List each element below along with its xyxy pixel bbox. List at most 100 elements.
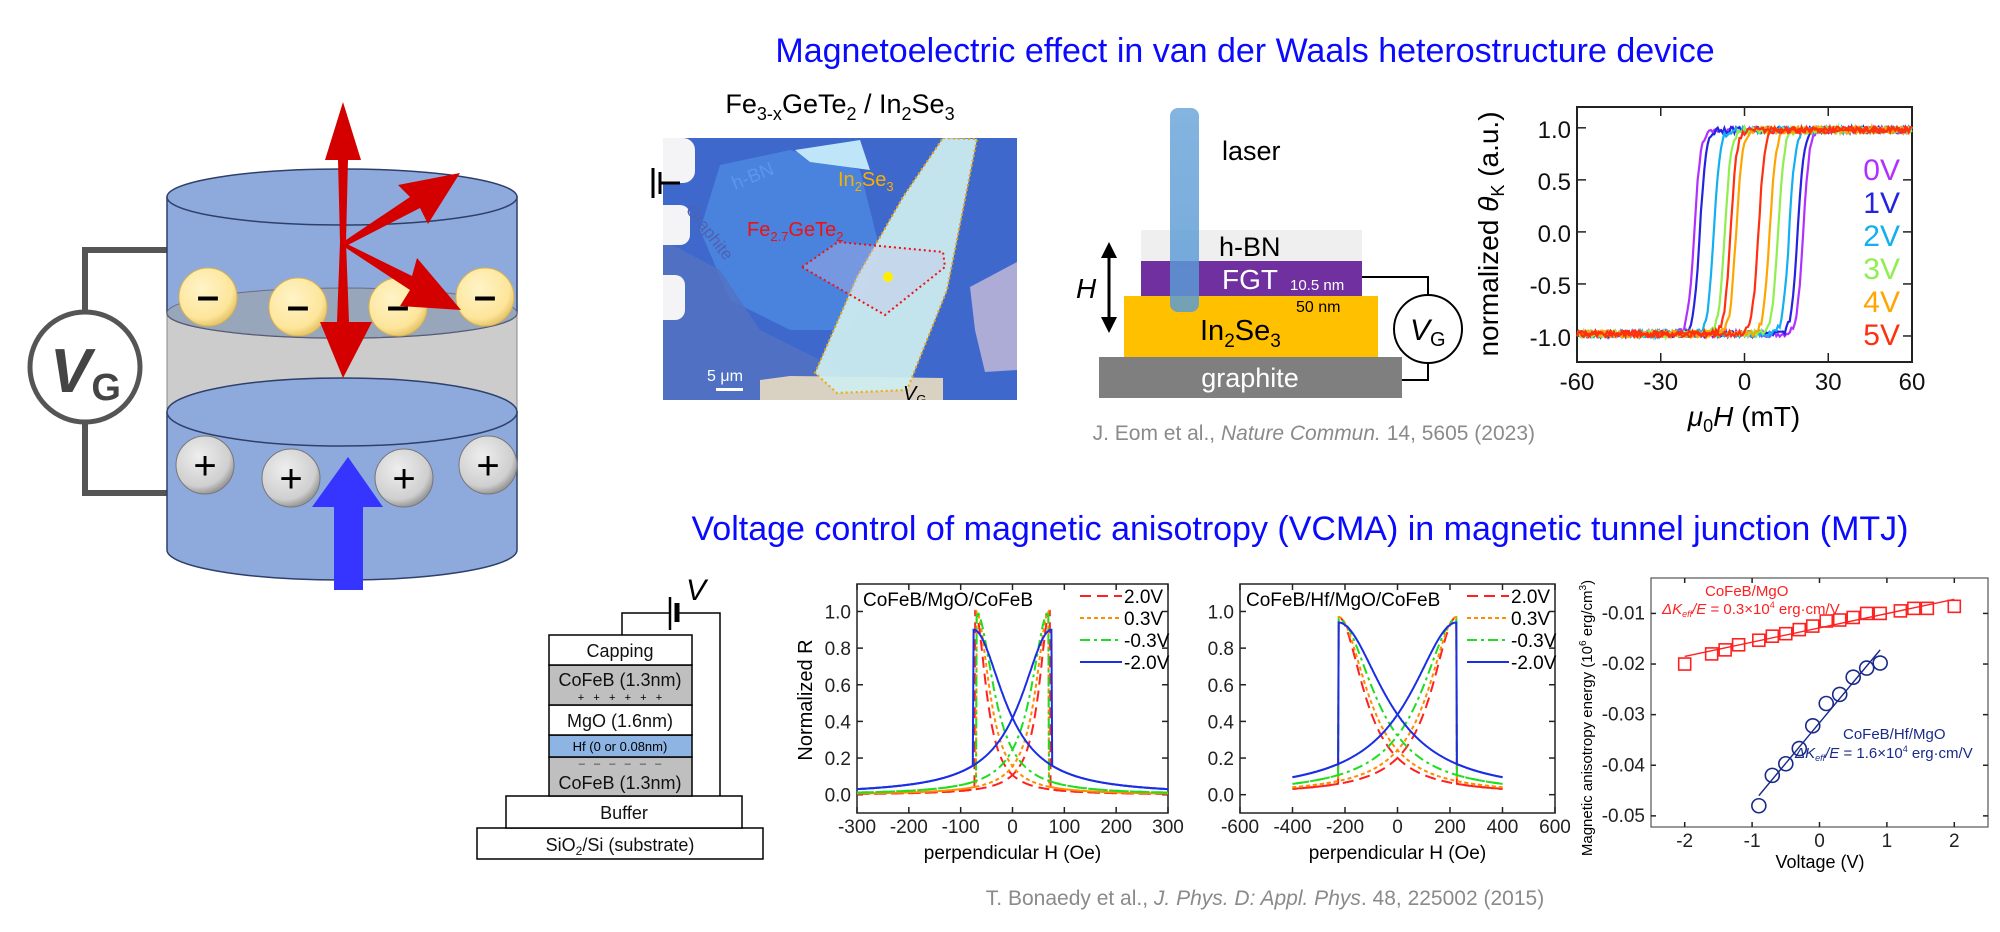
laser-beam [1170, 108, 1199, 312]
plus-charge-icon: + [476, 444, 499, 488]
device-cross-section: laser h-BN FGT 10.5 nm 50 nm In2Se3 grap… [1076, 108, 1463, 398]
field-label: H [1076, 273, 1097, 304]
x-tick-label: -100 [942, 817, 980, 838]
electric-field-arrow-icon [312, 457, 383, 590]
data-point-square [1947, 599, 1962, 614]
minus-charge-icon: – [474, 274, 496, 318]
substrate-label: SiO2/Si (substrate) [546, 835, 695, 858]
legend-label-2.0V: 2.0V [1124, 587, 1163, 608]
side-flake [970, 262, 1017, 372]
hbn-layer-label: h-BN [1219, 232, 1281, 262]
r-curve-down--2.0V [1292, 621, 1503, 779]
data-point-square [1718, 643, 1732, 657]
gate-voltage-source-icon [1393, 294, 1463, 364]
data-point-square [1893, 604, 1908, 618]
y-tick-label: -0.05 [1602, 806, 1645, 827]
in2se3-layer-label: In2Se3 [1200, 315, 1281, 352]
x-tick-label: 60 [1899, 369, 1926, 396]
plot-frame [856, 583, 1169, 814]
tmr-chart-cofeb-mgo: Normalized R -300 -200 -100 0 100 200 300 0.0 0.… [795, 583, 1184, 864]
y-tick-label: 0.5 [1538, 169, 1571, 196]
legend-label--2.0V: -2.0V [1124, 653, 1170, 674]
data-point-circle [1831, 686, 1848, 703]
magnetic-field-arrow-icon [1101, 242, 1117, 333]
data-point-square [1846, 610, 1860, 625]
legend-entry-4V: 4V [1863, 286, 1900, 319]
legend-label--0.3V: -0.3V [1511, 631, 1557, 652]
device-gate-label: VG [1410, 314, 1446, 351]
capping-label: Capping [586, 641, 653, 661]
spin-arrow-down-icon [320, 242, 372, 378]
slope-annotation-cofeb-mgo: ΔKeff/E = 0.3×104 erg·cm/V [1661, 600, 1840, 619]
y-tick-label: -0.03 [1602, 705, 1645, 726]
kerr-hysteresis-chart: normalized θK (a.u.) μ0H (mT) -60 -30 0 30 6… [1473, 106, 1926, 436]
data-point-square [1779, 626, 1793, 641]
plus-charge-icon: + [392, 457, 415, 501]
kerr-loop-ascending-5V [1575, 123, 1911, 340]
fgt-layer-label: FGT [1222, 264, 1278, 295]
y-tick-label: 0.8 [825, 639, 851, 660]
tmr-y-axis-label: Normalized R [795, 639, 817, 760]
data-point-circle [1764, 767, 1781, 784]
kerr-loop-ascending-3V [1576, 122, 1911, 340]
mgo-label: MgO (1.6nm) [567, 711, 673, 731]
scale-bar [716, 388, 743, 391]
data-point-circle [1845, 669, 1861, 685]
kerr-loop-ascending-0V [1576, 124, 1912, 340]
bottom-cofeb-label: CoFeB (1.3nm) [558, 773, 681, 793]
x-tick-label: -200 [890, 817, 928, 838]
x-tick-label: -400 [1273, 817, 1311, 838]
fgt-thickness: 10.5 nm [1290, 277, 1344, 294]
data-point-circle [1818, 695, 1835, 712]
x-tick-label: -600 [1221, 817, 1259, 838]
y-tick-label: 0.0 [825, 786, 851, 807]
y-tick-label: 0.4 [1208, 712, 1235, 733]
data-point-square [1832, 613, 1847, 627]
capping-layer [548, 634, 693, 666]
anisotropy-vs-voltage-chart: Magnetic anisotropy energy (106 erg/cm3)… [1578, 577, 1989, 872]
spin-arrow-up-icon [325, 102, 361, 242]
data-point-square [1805, 619, 1820, 633]
gate-voltage-source-icon [27, 309, 143, 425]
r-curve-down--2.0V [857, 628, 1168, 791]
kerr-x-axis-label: μ0H (mT) [1687, 401, 1800, 436]
title-magnetoelectric: Magnetoelectric effect in van der Waals … [775, 32, 1714, 70]
kerr-loop-ascending-2V [1576, 124, 1912, 341]
data-point-square [1765, 629, 1780, 644]
data-point-square [1819, 614, 1834, 628]
micrograph-gate-label: VG [903, 383, 926, 407]
kerr-loop-ascending-4V [1576, 122, 1912, 340]
y-tick-label: 0.8 [1208, 639, 1234, 660]
electron-ball [268, 277, 328, 337]
x-tick-label: 600 [1539, 817, 1571, 838]
y-tick-label: 0.2 [1208, 749, 1234, 770]
citation-bonaedy: T. Bonaedy et al., J. Phys. D: Appl. Phy… [986, 887, 1544, 910]
hole-ball [458, 435, 518, 495]
ground-wire [1402, 363, 1429, 381]
hf-label: Hf (0 or 0.08nm) [573, 739, 668, 754]
x-tick-label: 0 [1392, 817, 1403, 838]
y-tick-label: -0.5 [1530, 273, 1571, 300]
r-curve-up-2.0V [1292, 615, 1503, 790]
data-point-circle [1858, 660, 1875, 676]
data-point-square [1704, 647, 1719, 661]
bias-wire [677, 612, 721, 796]
legend-entry-5V: 5V [1863, 319, 1900, 352]
legend-label--0.3V: -0.3V [1124, 631, 1170, 652]
fe-ge-te-label: Fe2.7GeTe2 [747, 219, 843, 244]
legend-entry-2V: 2V [1863, 220, 1900, 253]
gate-circuit-wire [82, 247, 167, 496]
x-tick-label: 200 [1100, 817, 1132, 838]
x-tick-label: 100 [1048, 817, 1080, 838]
minus-charge-icon: – [287, 284, 309, 328]
y-tick-label: 0.0 [1538, 221, 1571, 248]
electron-ball [455, 267, 515, 327]
x-tick-label: 30 [1815, 369, 1842, 396]
graphite-layer [1099, 357, 1402, 398]
bias-voltage-label: V [686, 574, 709, 607]
plot-frame [1239, 583, 1556, 814]
y-tick-label: -0.01 [1602, 603, 1645, 624]
x-axis-label: perpendicular H (Oe) [924, 843, 1101, 864]
in2se3-label: In2Se3 [838, 169, 894, 194]
x-tick-label: -2 [1676, 831, 1693, 852]
